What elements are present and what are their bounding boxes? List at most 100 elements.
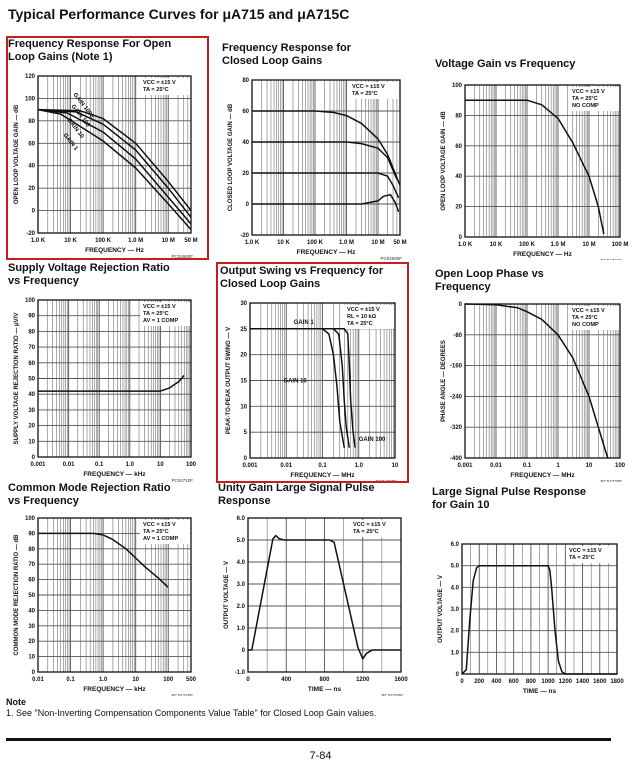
annotation-text: VCC = ±15 V <box>572 89 605 95</box>
annotation-text: VCC = ±15 V <box>143 522 176 528</box>
figure-code: PC04690F <box>380 256 402 260</box>
panel-common-mode-rejection: Common Mode Rejection Ratio vs Frequency… <box>8 482 208 696</box>
figure-code: PC04760F <box>597 695 619 696</box>
note-heading: Note <box>6 697 26 707</box>
panel-output-swing: Output Swing vs Frequency for Closed Loo… <box>220 265 413 483</box>
chart-title: Output Swing vs Frequency for Closed Loo… <box>220 265 384 290</box>
x-tick-label: 0 <box>246 677 250 683</box>
y-tick-label: 20 <box>28 424 35 430</box>
x-tick-label: 0.01 <box>280 463 292 469</box>
series-line <box>252 110 401 186</box>
y-tick-label: 60 <box>28 578 35 584</box>
page-number: 7-84 <box>309 750 332 762</box>
annotation-bg <box>569 87 619 111</box>
y-tick-label: 100 <box>452 83 463 89</box>
x-axis-label: FREQUENCY — Hz <box>513 251 572 258</box>
series-line <box>248 534 401 660</box>
x-tick-label: 1.0 <box>126 462 135 468</box>
y-tick-label: 20 <box>455 205 462 211</box>
annotation-text: TA = 25°C <box>347 321 373 327</box>
y-tick-label: 40 <box>455 174 462 180</box>
y-tick-label: 4.0 <box>451 585 460 591</box>
annotation-bg <box>569 306 619 330</box>
x-tick-label: 400 <box>491 679 502 685</box>
x-tick-label: 1.0 M <box>339 240 354 246</box>
annotation-text: TA = 25°C <box>143 529 169 535</box>
annotation-bg <box>566 546 616 563</box>
annotation-bg <box>140 302 190 326</box>
x-axis-label: FREQUENCY — kHz <box>83 471 146 478</box>
chart-title: Common Mode Rejection Ratio vs Frequency <box>8 482 171 507</box>
annotation-text: TA = 25°C <box>143 311 169 317</box>
x-tick-label: 0 <box>460 679 464 685</box>
annotation-text: VCC = ±15 V <box>352 84 385 90</box>
series-line <box>465 99 605 235</box>
x-tick-label: 1.0 M <box>128 238 143 244</box>
y-tick-label: 2.0 <box>451 629 460 635</box>
annotation-text: VCC = ±15 V <box>569 548 602 554</box>
figure-code: PC04710F <box>171 478 193 482</box>
x-tick-label: 50 M <box>184 238 197 244</box>
y-tick-label: 5.0 <box>451 564 460 570</box>
annotation-text: VCC = ±15 V <box>347 307 380 313</box>
plot-frame <box>464 303 621 459</box>
x-tick-label: 500 <box>186 677 197 683</box>
x-tick-label: 0.01 <box>63 462 75 468</box>
chart-title: Voltage Gain vs Frequency <box>435 58 576 70</box>
y-tick-label: 90 <box>28 531 35 537</box>
figure-code: PC04740F <box>171 693 193 696</box>
y-axis-label: PHASE ANGLE — DEGREES <box>441 340 447 422</box>
x-tick-label: 10 <box>586 463 593 469</box>
chart-svg: 0 200 400 600 800 1000 1200 1400 1600 1800 0 1.0 2.0… <box>438 542 624 696</box>
x-axis-label: FREQUENCY — MHz <box>510 472 575 479</box>
figure-code: PC04701F <box>600 258 622 260</box>
series-line <box>37 108 192 225</box>
x-tick-label: 0.1 <box>66 677 75 683</box>
chart-title: Supply Voltage Rejection Ratio vs Freque… <box>8 262 170 287</box>
annotation-text: VCC = ±15 V <box>353 522 386 528</box>
x-tick-label: 1600 <box>593 679 607 685</box>
series-line <box>37 108 192 212</box>
y-axis-label: CLOSED LOOP VOLTAGE GAIN — dB <box>228 103 234 211</box>
x-tick-label: 1800 <box>610 679 624 685</box>
chart-title: Frequency Response for Closed Loop Gains <box>222 42 351 67</box>
x-tick-label: 0.001 <box>457 463 473 469</box>
y-tick-label: 20 <box>28 639 35 645</box>
x-tick-label: 1.0 K <box>458 242 473 248</box>
y-tick-label: -400 <box>450 456 463 462</box>
x-tick-label: 100 K <box>95 238 112 244</box>
x-tick-label: 100 K <box>307 240 324 246</box>
x-tick-label: 10 <box>132 677 139 683</box>
y-tick-label: 25 <box>240 327 247 333</box>
panel-open-loop-phase: Open Loop Phase vs Frequency 0.001 0.01 0.1… <box>435 268 635 482</box>
chart-title: Large Signal Pulse Response for Gain 10 <box>432 486 587 511</box>
x-tick-label: 0.1 <box>95 462 104 468</box>
x-tick-label: 600 <box>509 679 520 685</box>
series-line <box>250 328 356 448</box>
x-tick-label: 1.0 <box>99 677 108 683</box>
y-tick-label: 40 <box>28 392 35 398</box>
y-tick-label: 3.0 <box>237 582 246 588</box>
y-tick-label: 0 <box>32 670 36 676</box>
x-tick-label: 800 <box>526 679 537 685</box>
x-tick-label: 1400 <box>576 679 590 685</box>
x-tick-label: 1.0 K <box>31 238 46 244</box>
x-tick-label: 10 <box>392 463 399 469</box>
annotation-text: TA = 25°C <box>352 91 378 97</box>
y-tick-label: 100 <box>25 516 36 522</box>
x-tick-label: 10 M <box>582 242 595 248</box>
note-text: 1. See "Non-Inverting Compensation Compo… <box>6 708 377 718</box>
y-tick-label: 6.0 <box>237 516 246 522</box>
series-line <box>252 141 398 180</box>
series-label: GAIN 1 <box>294 320 315 326</box>
annotation-text: NO COMP <box>572 103 599 109</box>
y-tick-label: 5.0 <box>237 538 246 544</box>
x-tick-label: 10 K <box>490 242 503 248</box>
x-tick-label: 10 M <box>371 240 384 246</box>
y-tick-label: 15 <box>240 379 247 385</box>
y-tick-label: 30 <box>28 624 35 630</box>
panel-supply-rejection: Supply Voltage Rejection Ratio vs Freque… <box>8 262 208 482</box>
x-tick-label: 1200 <box>356 677 370 683</box>
annotation-text: TA = 25°C <box>569 555 595 561</box>
series-line <box>252 193 400 213</box>
